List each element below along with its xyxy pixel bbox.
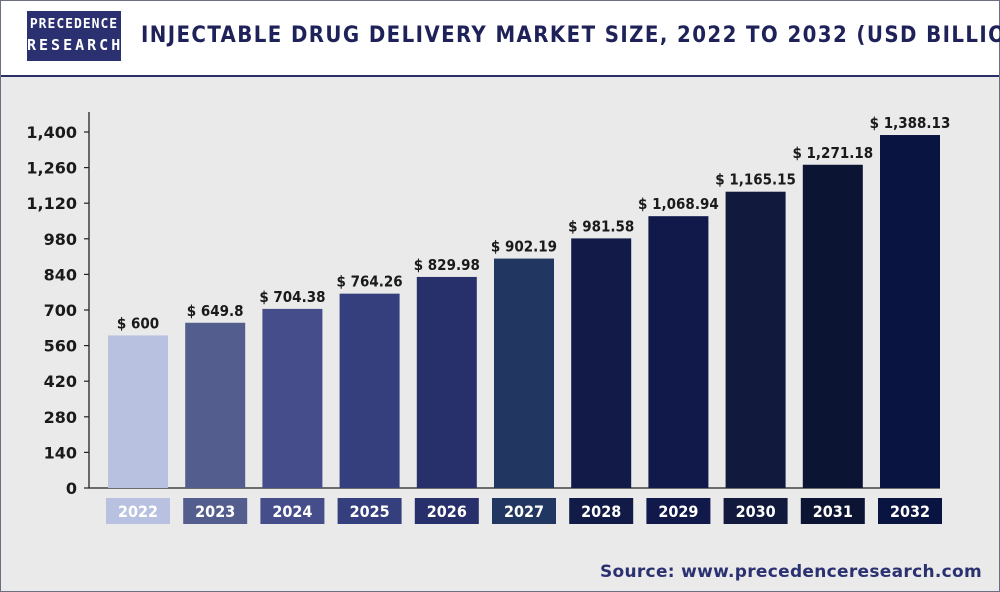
bar-2028 (571, 238, 632, 488)
value-label-2031: $ 1,271.18 (792, 144, 873, 162)
y-tick-label: 1,120 (26, 194, 77, 213)
y-tick-label: 140 (44, 443, 77, 462)
y-tick-label: 980 (44, 230, 77, 249)
category-label-2022: 2022 (118, 502, 158, 521)
bar-2026 (416, 276, 477, 488)
y-tick-label: 1,400 (26, 123, 77, 142)
category-label-box-2032 (878, 498, 942, 524)
category-label-box-2026 (414, 498, 479, 524)
precedence-research-logo: PRECEDENCE RESEARCH (27, 11, 121, 61)
y-tick-label: 0 (66, 479, 77, 498)
category-label-box-2025 (337, 498, 402, 524)
category-label-2029: 2029 (658, 502, 698, 521)
category-label-box-2023 (183, 498, 248, 524)
header-bar: PRECEDENCE RESEARCH INJECTABLE DRUG DELI… (1, 1, 1000, 77)
category-label-2026: 2026 (427, 502, 467, 521)
category-label-box-2030 (723, 498, 788, 524)
category-label-2023: 2023 (195, 502, 235, 521)
value-label-2029: $ 1,068.94 (638, 195, 719, 213)
bar-2029 (648, 216, 709, 488)
category-label-box-2027 (492, 498, 556, 524)
y-tick-label: 700 (44, 301, 77, 320)
category-label-2030: 2030 (736, 502, 776, 521)
bar-2025 (339, 293, 400, 488)
bar-2024 (262, 308, 323, 488)
category-label-2024: 2024 (272, 502, 312, 521)
category-label-box-2029 (646, 498, 711, 524)
value-label-2028: $ 981.58 (568, 217, 634, 235)
value-label-2022: $ 600 (117, 314, 159, 332)
source-credit: Source: www.precedenceresearch.com (599, 562, 982, 582)
value-label-2032: $ 1,388.13 (870, 114, 951, 132)
category-label-box-2031 (800, 498, 865, 524)
y-tick-label: 280 (44, 408, 77, 427)
y-tick-label: 1,260 (26, 159, 77, 178)
category-label-box-2024 (260, 498, 325, 524)
value-label-2023: $ 649.8 (187, 302, 244, 320)
chart-title: INJECTABLE DRUG DELIVERY MARKET SIZE, 20… (141, 23, 1000, 48)
bar-2030 (725, 191, 786, 488)
value-label-2027: $ 902.19 (491, 238, 557, 256)
category-label-box-2022 (106, 498, 170, 524)
y-tick-label: 840 (44, 265, 77, 284)
logo-line-1: PRECEDENCE (29, 17, 119, 32)
category-label-2028: 2028 (581, 502, 621, 521)
value-label-2030: $ 1,165.15 (715, 171, 796, 189)
value-label-2024: $ 704.38 (259, 288, 325, 306)
value-label-2026: $ 829.98 (414, 256, 480, 274)
bar-2031 (802, 164, 863, 488)
logo-line-2: RESEARCH (27, 36, 124, 54)
category-label-2025: 2025 (350, 502, 390, 521)
y-tick-label: 420 (44, 372, 77, 391)
bar-2027 (494, 258, 554, 488)
bar-2032 (880, 135, 940, 488)
bar-2022 (108, 335, 168, 488)
category-label-2032: 2032 (890, 502, 930, 521)
bar-2023 (185, 322, 246, 488)
category-label-box-2028 (569, 498, 634, 524)
category-label-2031: 2031 (813, 502, 853, 521)
category-label-2027: 2027 (504, 502, 544, 521)
value-label-2025: $ 764.26 (337, 273, 403, 291)
y-tick-label: 560 (44, 337, 77, 356)
